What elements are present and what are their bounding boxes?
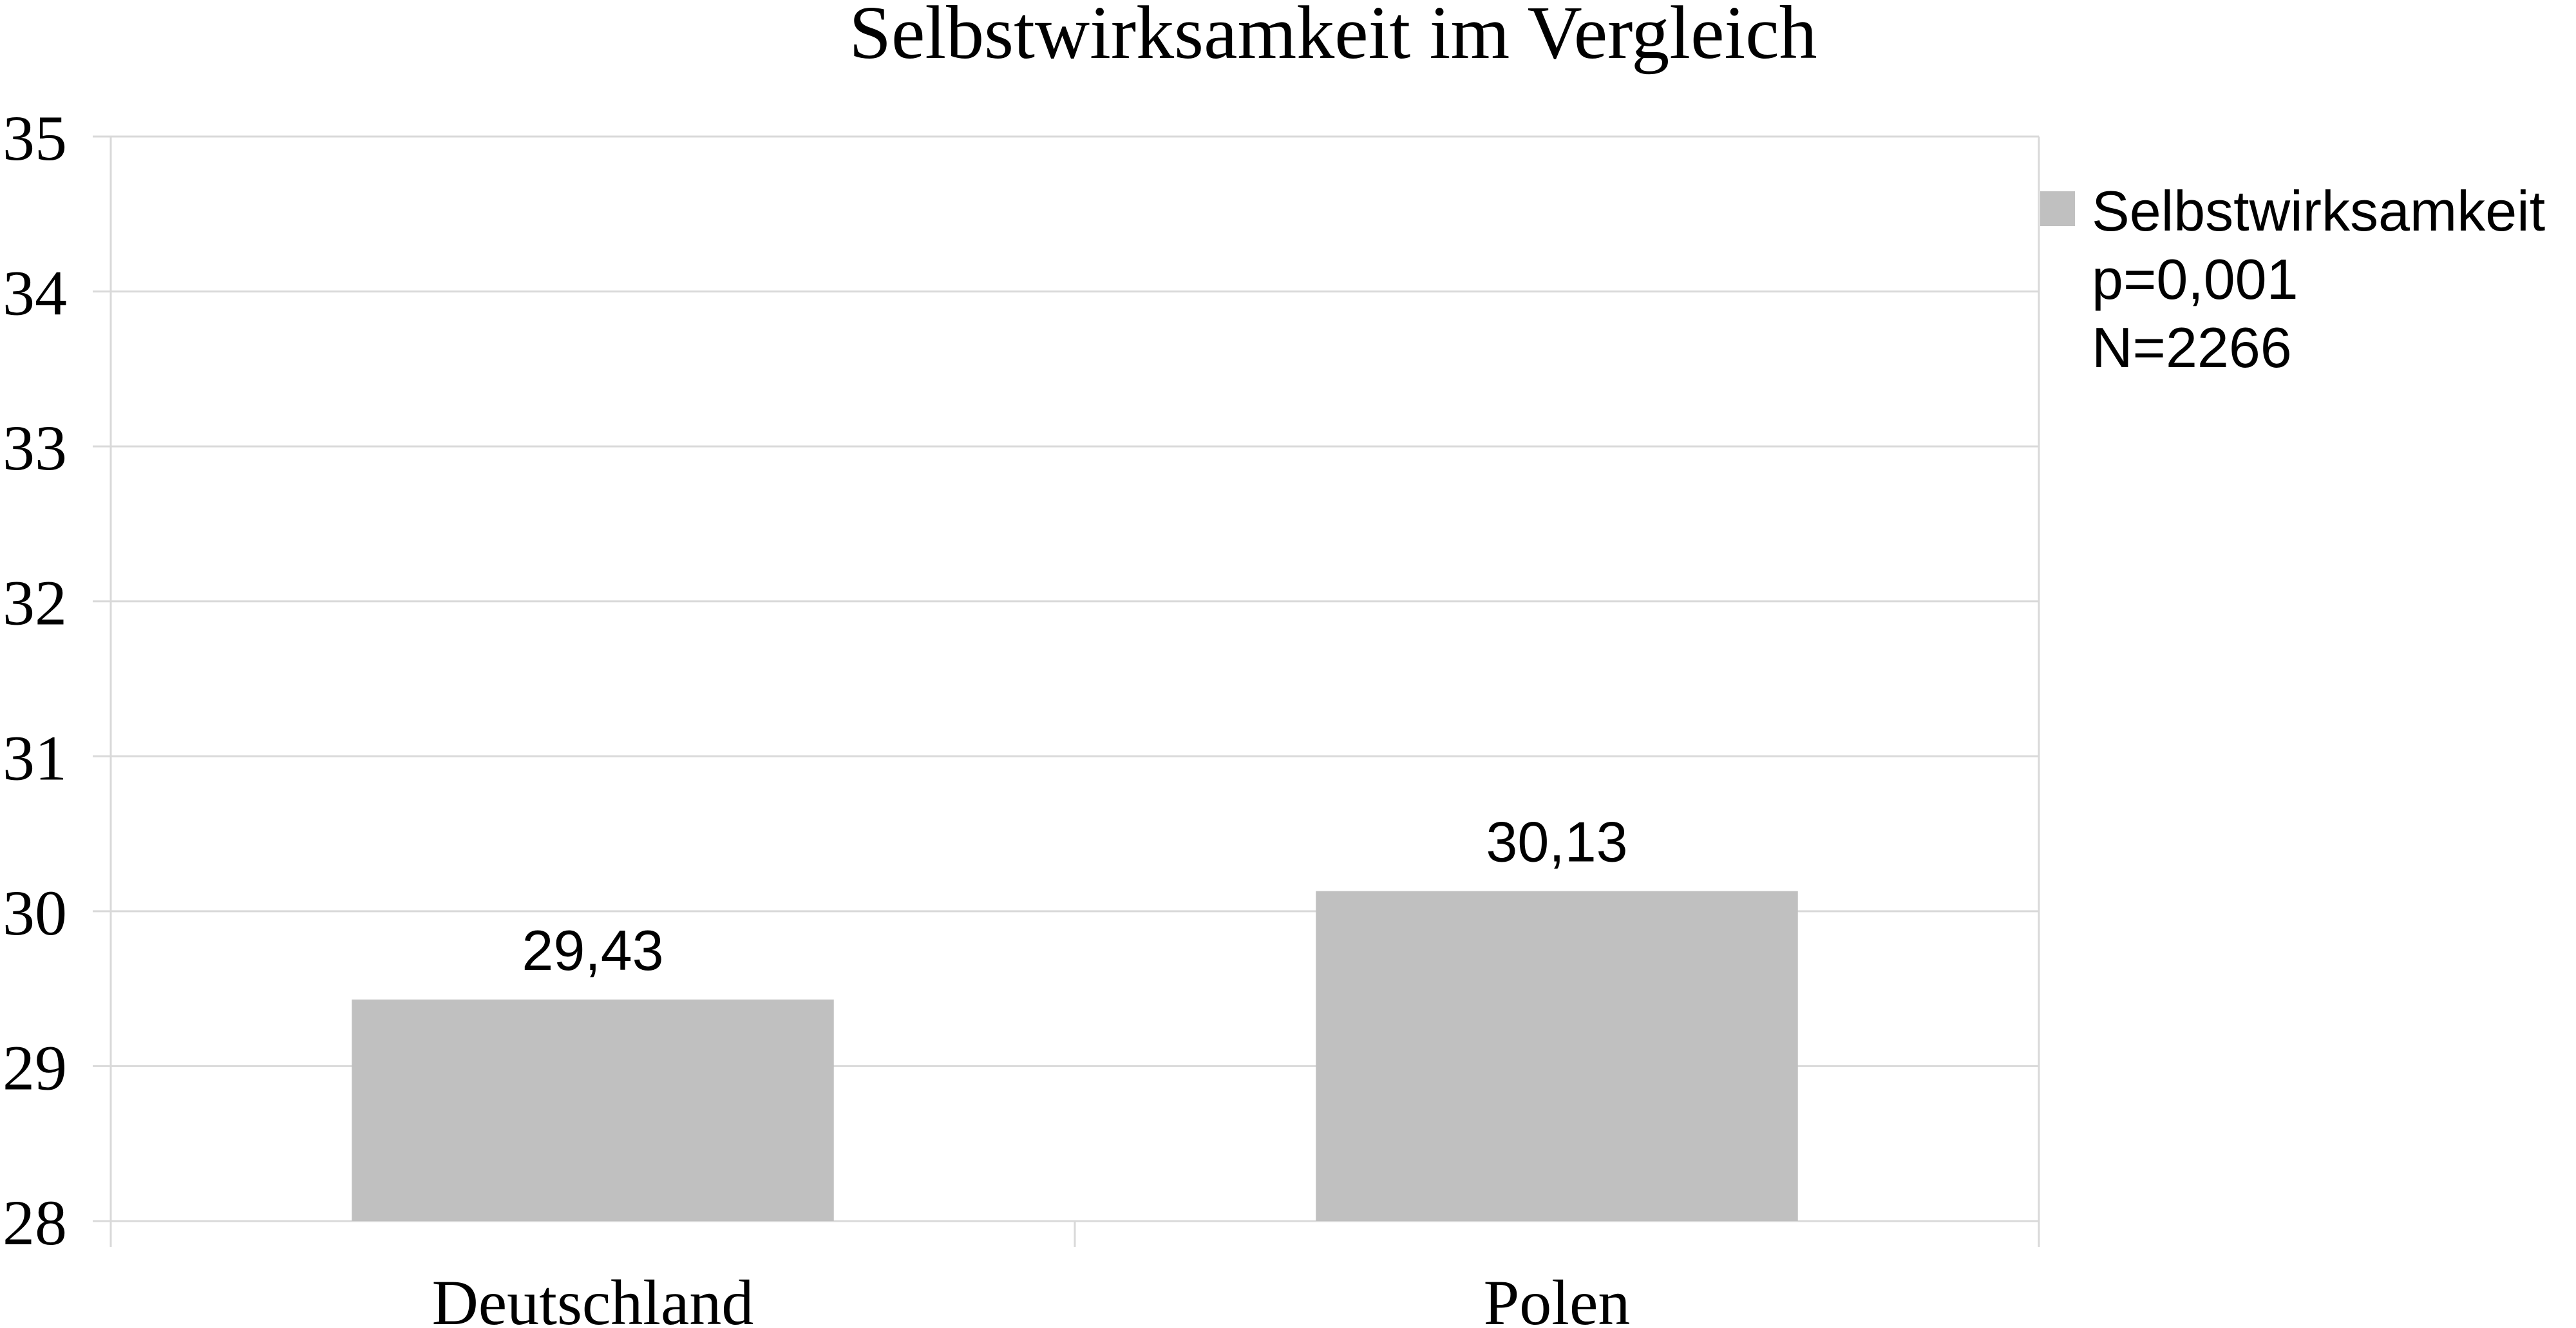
bar-polen <box>1316 891 1798 1221</box>
y-tick-label-33: 33 <box>3 412 67 484</box>
y-tick-label-28: 28 <box>3 1187 67 1258</box>
chart-title: Selbstwirksamkeit im Vergleich <box>849 0 1817 75</box>
y-tick-label-31: 31 <box>3 722 67 793</box>
legend-swatch <box>2040 191 2075 226</box>
bars <box>352 891 1798 1221</box>
y-tick-label-34: 34 <box>3 258 67 329</box>
x-tick-label-deutschland: Deutschland <box>432 1267 754 1328</box>
x-tick-label-polen: Polen <box>1484 1267 1631 1328</box>
y-tick-label-35: 35 <box>3 102 67 174</box>
y-tick-label-32: 32 <box>3 567 67 639</box>
legend-entry-2: N=2266 <box>2092 316 2292 379</box>
legend-entry-0: Selbstwirksamkeit <box>2092 179 2545 243</box>
axes: 28 29 30 31 32 33 34 35 Deutschland Polen <box>3 102 2040 1328</box>
y-tick-label-29: 29 <box>3 1032 67 1103</box>
data-labels: 29,43 30,13 <box>522 810 1627 982</box>
legend-entry-1: p=0,001 <box>2092 247 2298 311</box>
data-label-deutschland: 29,43 <box>522 918 663 982</box>
bar-deutschland <box>352 999 834 1221</box>
data-label-polen: 30,13 <box>1486 810 1627 874</box>
y-tick-label-30: 30 <box>3 877 67 949</box>
